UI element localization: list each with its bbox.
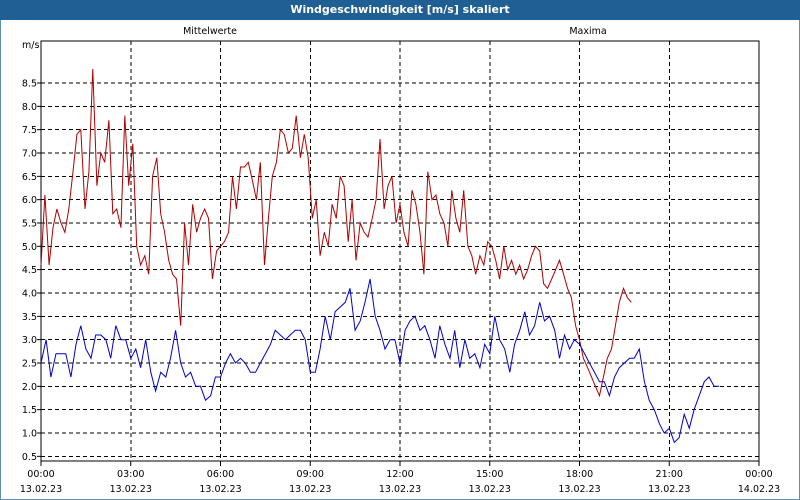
x-tick-date-label: 13.02.23 [110,484,152,495]
y-tick-label: 4.0 [22,289,37,300]
x-tick-date-label: 13.02.23 [379,484,421,495]
y-tick-label: 8.5 [22,79,37,90]
x-tick-time-label: 21:00 [656,469,683,480]
grid-lines [41,41,759,461]
y-tick-label: 4.5 [22,265,37,276]
y-tick-label: 2.5 [22,359,37,370]
x-tick-time-label: 00:00 [27,469,54,480]
y-tick-label: 3.5 [22,312,37,323]
y-tick-label: 7.5 [22,125,37,136]
x-tick-date-label: 13.02.23 [289,484,331,495]
x-tick-time-label: 09:00 [297,469,324,480]
legend-maxima: Maxima [569,26,606,37]
series-line-maxima [40,68,632,398]
x-tick-time-label: 03:00 [117,469,144,480]
x-tick-time-label: 12:00 [386,469,413,480]
x-tick-time-label: 00:00 [745,469,772,480]
x-tick-time-label: 18:00 [566,469,593,480]
x-tick-time-label: 15:00 [476,469,503,480]
y-tick-label: 5.5 [22,219,37,230]
y-tick-label: 2.0 [22,382,37,393]
series-lines [40,68,720,444]
y-axis-unit-label: m/s [22,40,39,51]
y-tick-label: 6.5 [22,172,37,183]
x-tick-date-label: 13.02.23 [648,484,690,495]
y-tick-label: 1.5 [22,405,37,416]
chart-title: Windgeschwindigkeit [m/s] skaliert [0,0,800,20]
y-tick-label: 7.0 [22,149,37,160]
y-tick-label: 0.5 [22,452,37,463]
legend-mittelwerte: Mittelwerte [183,26,237,37]
y-tick-label: 3.0 [22,335,37,346]
y-tick-label: 8.0 [22,102,37,113]
x-axis-ticks: 00:00 13.02.23 03:00 13.02.23 06:00 13.02.23 0… [20,461,780,495]
y-axis-ticks: 0.5 1.0 1.5 2.0 2.5 3.0 3.5 4.0 4.5 5.0 5.5 6.0 6.5 7… [22,79,41,463]
y-tick-label: 6.0 [22,195,37,206]
x-tick-date-label: 14.02.23 [738,484,780,495]
y-tick-label: 5.0 [22,242,37,253]
x-tick-time-label: 06:00 [207,469,234,480]
x-tick-date-label: 13.02.23 [558,484,600,495]
x-tick-date-label: 13.02.23 [469,484,511,495]
y-tick-label: 1.0 [22,429,37,440]
x-tick-date-label: 13.02.23 [199,484,241,495]
x-tick-date-label: 13.02.23 [20,484,62,495]
series-line-mittelwerte [40,278,720,444]
